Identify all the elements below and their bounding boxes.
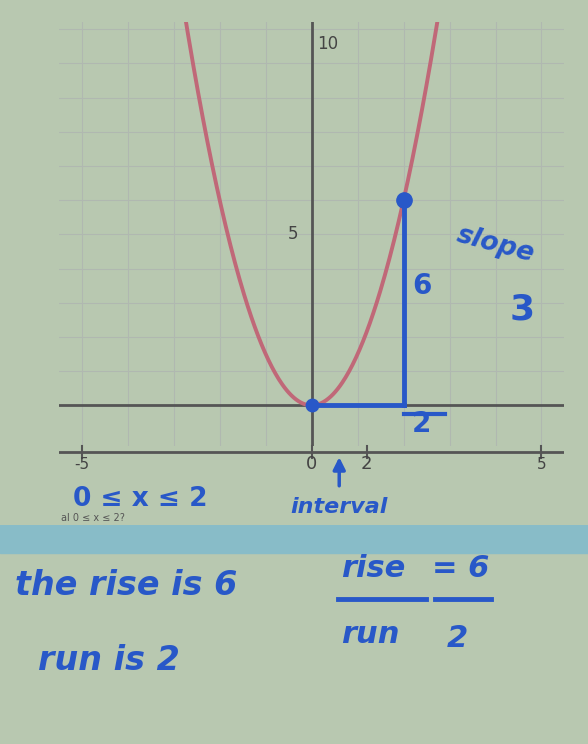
Text: 2: 2	[447, 624, 468, 653]
Text: = 6: = 6	[432, 554, 490, 583]
Text: 10: 10	[317, 35, 338, 53]
Text: 2: 2	[412, 410, 431, 438]
Text: rise: rise	[341, 554, 405, 583]
Text: al 0 ≤ x ≤ 2?: al 0 ≤ x ≤ 2?	[61, 513, 125, 523]
Text: run: run	[341, 620, 399, 649]
Text: 5: 5	[288, 225, 298, 243]
Text: interval: interval	[290, 498, 388, 517]
Text: 6: 6	[412, 272, 431, 300]
Text: 0 ≤ x ≤ 2: 0 ≤ x ≤ 2	[72, 486, 207, 512]
Text: 5: 5	[537, 457, 546, 472]
Text: 0: 0	[306, 455, 318, 473]
Text: 3: 3	[509, 293, 534, 327]
Text: run is 2: run is 2	[38, 644, 180, 677]
Text: slope: slope	[454, 222, 538, 268]
Text: 2: 2	[361, 455, 373, 473]
Text: the rise is 6: the rise is 6	[15, 569, 237, 603]
Bar	[0, 525, 588, 553]
Text: -5: -5	[74, 457, 89, 472]
